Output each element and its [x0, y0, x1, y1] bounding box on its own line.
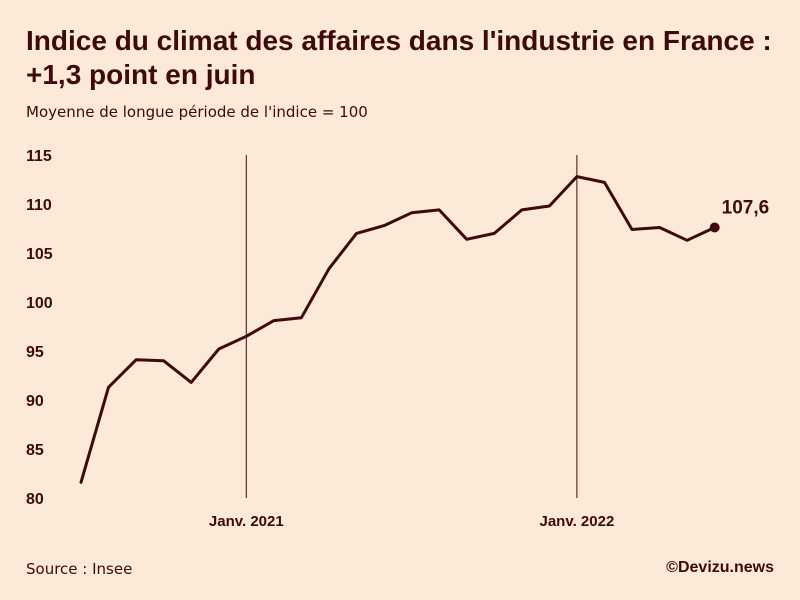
series-line	[79, 175, 717, 484]
y-tick-label: 105	[26, 246, 53, 263]
last-value-label: 107,6	[722, 198, 770, 219]
x-tick-label: Janv. 2021	[209, 513, 284, 530]
y-tick-label: 85	[26, 442, 44, 459]
chart-title: Indice du climat des affaires dans l'ind…	[26, 25, 772, 90]
y-tick-label: 95	[26, 344, 44, 361]
credit-link[interactable]: ©Devizu.news	[666, 559, 774, 576]
series-group	[79, 175, 717, 484]
chart-subtitle: Moyenne de longue période de l'indice = …	[26, 103, 368, 121]
data-labels: 107,6	[722, 198, 770, 219]
data-points	[709, 222, 720, 233]
y-tick-label: 90	[26, 393, 44, 410]
x-axis-reference-lines	[245, 155, 578, 498]
y-tick-label: 110	[26, 197, 52, 214]
y-tick-label: 80	[26, 491, 44, 508]
x-tick-label: Janv. 2022	[540, 513, 615, 530]
x-axis-ticks: Janv. 2021 Janv. 2022	[209, 513, 614, 530]
y-tick-label: 115	[26, 148, 52, 165]
last-data-point	[709, 222, 720, 233]
y-tick-label: 100	[26, 295, 53, 312]
y-axis-ticks: 80 85 90 95 100 105 110 115	[26, 148, 53, 508]
source-note: Source : Insee	[26, 560, 133, 578]
